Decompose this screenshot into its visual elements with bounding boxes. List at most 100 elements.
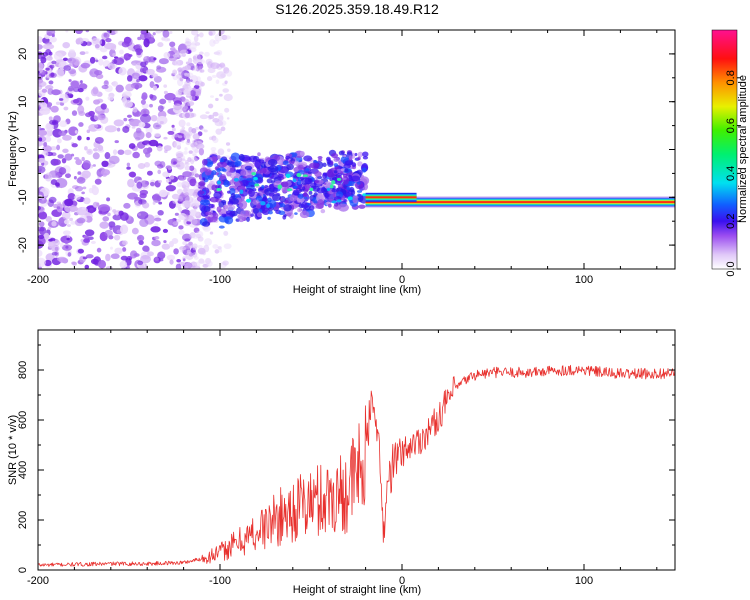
spectrogram-cell xyxy=(248,188,255,197)
spectrogram-cell xyxy=(224,107,230,113)
spectrogram-cell xyxy=(304,168,310,172)
spectrogram-cell xyxy=(282,160,289,166)
spectrogram-cell xyxy=(178,229,185,235)
spectrogram-cell xyxy=(154,132,161,137)
spectrogram-cell xyxy=(94,136,104,144)
spectrogram-cell xyxy=(212,244,219,249)
spectrogram-cell xyxy=(133,253,140,257)
spectrogram-cell xyxy=(158,58,169,65)
snr-series-line xyxy=(38,364,675,567)
spectrogram-cell xyxy=(316,187,325,194)
spectrogram-cell xyxy=(195,91,202,97)
spectrogram-cell xyxy=(119,260,128,269)
spectrogram-cell xyxy=(340,168,345,172)
spectrogram-cell xyxy=(303,196,308,200)
spectrogram-cell xyxy=(38,125,42,132)
spectrogram-cell xyxy=(191,41,197,46)
spectrogram-cell xyxy=(223,243,232,250)
spectrogram-cell xyxy=(46,32,53,36)
spectrogram-cell xyxy=(153,85,158,91)
spectrogram-cell xyxy=(118,210,124,216)
spectrogram-cell xyxy=(198,65,204,69)
spectrogram-cell xyxy=(94,124,99,128)
spectrogram-cell xyxy=(191,200,200,207)
spectrogram-cell xyxy=(153,57,157,61)
spectrogram-cell xyxy=(197,244,203,249)
spectrogram-cell xyxy=(331,153,339,159)
spectrogram-cell xyxy=(250,213,254,217)
spectrogram-cell xyxy=(128,171,136,178)
spectrogram-cell xyxy=(361,167,367,173)
spectrogram-cell xyxy=(207,103,214,109)
spectrogram-cell xyxy=(57,154,64,159)
spectrogram-cell xyxy=(161,36,166,41)
spectrogram-cell xyxy=(193,67,198,72)
spectrogram-cell xyxy=(222,260,229,266)
spectrogram-cell xyxy=(44,172,53,182)
spectrogram-cell xyxy=(179,49,189,55)
spectrogram-cell xyxy=(256,212,262,218)
spectrogram-cell xyxy=(221,213,227,218)
spectrogram-cell xyxy=(155,124,160,128)
spectrogram-cell xyxy=(40,102,48,110)
spectrogram-cell xyxy=(184,147,188,151)
spectrogram-cell xyxy=(88,187,94,194)
spectrogram-cell xyxy=(168,100,172,103)
spectrogram-cell xyxy=(343,163,351,169)
spectrogram-cell xyxy=(191,234,199,239)
spectrogram-cell xyxy=(325,201,330,206)
spectrogram-cell xyxy=(141,92,148,100)
spectrogram-cell xyxy=(44,259,52,267)
spectrogram-cell xyxy=(71,143,78,148)
spectrogram-cell xyxy=(85,215,93,223)
spectrogram-cell xyxy=(184,41,192,47)
spectrogram-cell xyxy=(193,35,199,43)
spectrogram-cell xyxy=(189,95,196,101)
spectrogram-cell xyxy=(143,147,150,155)
spectrogram-cell xyxy=(185,140,191,146)
spectrogram-cell xyxy=(95,59,99,63)
spectrogram-cell xyxy=(347,196,353,201)
colorbar-tick-label: 0.8 xyxy=(725,70,737,85)
spectrogram-cell xyxy=(88,110,95,117)
spectrogram-cell xyxy=(192,243,198,249)
spectrogram-cell xyxy=(173,248,179,255)
spectrogram-cell xyxy=(237,185,246,192)
spectrogram-cell xyxy=(224,80,228,84)
spectrogram-cell xyxy=(38,205,41,211)
spectrogram-cell xyxy=(175,156,183,163)
spectrogram-cell xyxy=(86,136,90,141)
snr-xtick-label: -200 xyxy=(27,575,49,587)
spectrogram-cell xyxy=(196,76,201,82)
spectrogram-cell xyxy=(111,45,117,51)
spectrogram-cell xyxy=(205,111,210,114)
spectrogram-cell xyxy=(132,62,137,67)
spectrogram-cell xyxy=(50,105,59,113)
spectrogram-cell xyxy=(179,248,184,253)
spectrogram-cell xyxy=(152,32,156,36)
spectrogram-cell xyxy=(86,129,91,134)
spectrogram-cell xyxy=(168,181,172,185)
spectrogram-cell xyxy=(292,189,300,196)
spectrogram-cell xyxy=(344,168,349,173)
spectrogram-cell xyxy=(143,38,150,48)
spectrogram-cell xyxy=(286,163,294,171)
spectrogram-cell xyxy=(342,176,350,185)
spectrogram-cell xyxy=(356,190,363,193)
spectrogram-cell xyxy=(216,161,228,168)
spectrogram-cell xyxy=(140,61,147,68)
spectrogram-cell xyxy=(100,169,111,176)
spectrogram-cell xyxy=(322,172,328,176)
spectrogram-cell xyxy=(323,182,327,185)
spectrogram-cell xyxy=(69,217,74,222)
colorbar-tick-label: 0.6 xyxy=(725,118,737,133)
spectrogram-cell xyxy=(211,74,217,78)
spectrogram-cell xyxy=(317,155,323,160)
spectrogram-cell xyxy=(203,244,210,253)
spectrogram-cell xyxy=(209,39,216,47)
spectrogram-cell xyxy=(38,157,46,164)
spectrogram-cell xyxy=(111,80,118,87)
spectrogram-cell xyxy=(280,181,289,188)
spectrogram-cell xyxy=(227,148,231,152)
spectrogram-cell xyxy=(109,225,113,231)
